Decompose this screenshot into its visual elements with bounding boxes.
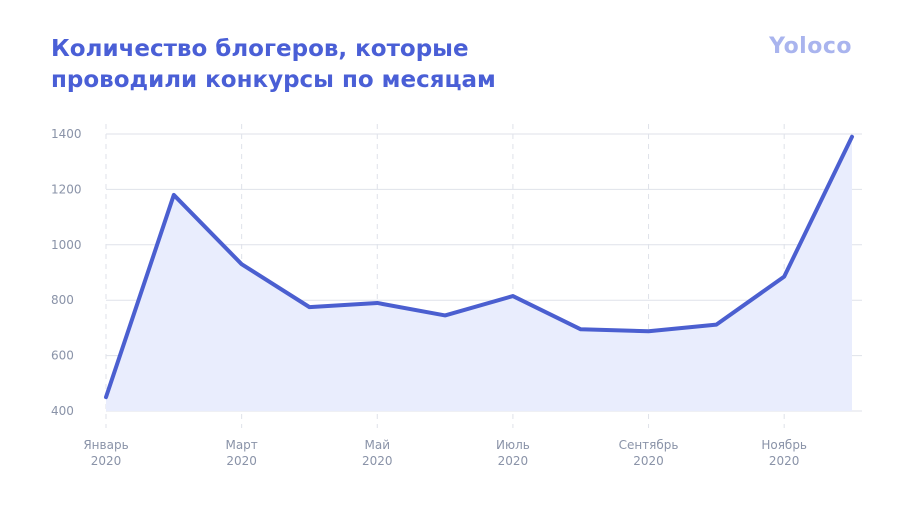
y-tick-label: 1000	[51, 238, 82, 252]
series-area	[106, 136, 852, 411]
x-tick-month: Март	[225, 438, 257, 452]
x-tick-month: Январь	[83, 438, 128, 452]
x-axis-ticks: Январь 2020 Март 2020 Май 2020 Июль 2020 Сентябр…	[83, 438, 807, 468]
area-layer	[106, 136, 852, 411]
y-tick-label: 400	[51, 404, 74, 418]
x-tick-year: 2020	[769, 454, 800, 468]
x-tick-year: 2020	[498, 454, 529, 468]
series-line	[104, 134, 854, 400]
x-tick-year: 2020	[226, 454, 257, 468]
yoloco-logo: Yoloco	[769, 34, 852, 59]
y-axis-ticks: 1400 1200 1000 800 600 400	[51, 127, 82, 418]
x-tick-month: Май	[365, 438, 391, 452]
x-tick-month: Сентябрь	[619, 438, 679, 452]
x-tick-month: Июль	[496, 438, 530, 452]
chart-title: Количество блогеров, которые проводили к…	[51, 34, 671, 96]
x-tick-year: 2020	[91, 454, 122, 468]
chart-title-line-2: проводили конкурсы по месяцам	[51, 67, 496, 93]
line-layer	[104, 134, 854, 400]
x-tick-month: Ноябрь	[761, 438, 807, 452]
y-tick-label: 1400	[51, 127, 82, 141]
y-tick-label: 1200	[51, 182, 82, 196]
y-tick-label: 600	[51, 349, 74, 363]
chart-title-line-1: Количество блогеров, которые	[51, 36, 469, 62]
x-tick-year: 2020	[633, 454, 664, 468]
x-tick-year: 2020	[362, 454, 393, 468]
y-tick-label: 800	[51, 293, 74, 307]
